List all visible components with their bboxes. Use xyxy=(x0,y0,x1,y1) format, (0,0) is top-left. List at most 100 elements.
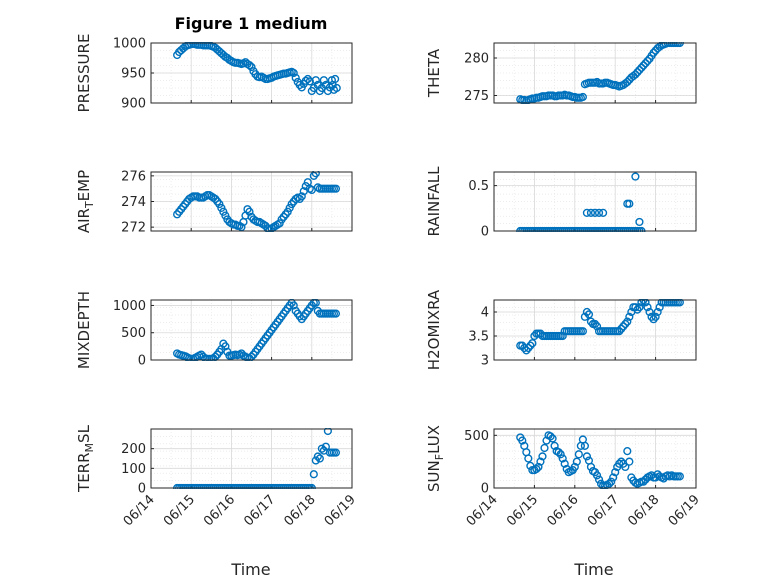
data-point xyxy=(522,346,531,355)
data-point xyxy=(639,61,648,70)
data-point xyxy=(534,462,543,472)
figure-title: Figure 1 medium xyxy=(175,14,328,33)
data-point xyxy=(331,448,341,457)
data-point xyxy=(635,65,644,75)
data-point xyxy=(311,456,320,465)
axes-border xyxy=(493,428,697,489)
data-point xyxy=(524,343,533,353)
subplot-mixdepth: 0 500 1000 MIXDEPTH xyxy=(75,291,353,369)
y-tick-label: 274 xyxy=(121,195,146,210)
data-point xyxy=(518,436,527,445)
y-axis-label: PRESSURE xyxy=(75,34,93,113)
data-point xyxy=(245,207,254,216)
data-point xyxy=(558,331,567,341)
series-markers xyxy=(516,299,684,355)
y-axis-label: THETA xyxy=(425,48,443,98)
data-point xyxy=(526,341,535,350)
axes-border xyxy=(150,299,353,361)
series-markers xyxy=(173,171,341,232)
x-tick-label: 06/18 xyxy=(282,492,319,529)
axes-border xyxy=(150,171,353,232)
data-point xyxy=(185,354,194,361)
data-point xyxy=(309,470,318,479)
data-point xyxy=(590,208,600,217)
data-point xyxy=(556,450,565,459)
data-point xyxy=(582,307,592,317)
data-point xyxy=(331,309,341,318)
y-tick-label: 280 xyxy=(464,52,489,67)
x-tick-label: 06/15 xyxy=(504,492,541,529)
data-point xyxy=(301,76,310,85)
data-point xyxy=(540,443,549,453)
data-point xyxy=(643,303,652,312)
data-point xyxy=(554,448,563,457)
y-axis-label: RAINFALL xyxy=(425,166,443,237)
y-tick-label: 4 xyxy=(481,306,489,321)
data-point xyxy=(592,322,602,331)
data-point xyxy=(649,315,658,324)
data-point xyxy=(546,432,555,441)
data-point xyxy=(647,312,656,321)
data-point xyxy=(291,73,300,82)
data-point xyxy=(560,459,569,468)
x-tick-label: 06/16 xyxy=(545,492,582,529)
data-point xyxy=(570,462,579,472)
data-point xyxy=(675,299,684,307)
data-point xyxy=(526,461,535,470)
data-point xyxy=(643,56,652,66)
y-tick-label: 200 xyxy=(121,442,146,457)
data-point xyxy=(621,462,630,472)
data-point xyxy=(311,171,320,178)
data-point xyxy=(611,468,620,477)
x-tick-label: 06/14 xyxy=(121,492,158,529)
data-point xyxy=(331,74,340,84)
data-point xyxy=(319,76,328,85)
data-point xyxy=(295,80,304,90)
data-point xyxy=(641,59,650,68)
y-tick-label: 272 xyxy=(121,221,146,236)
data-point xyxy=(635,303,644,312)
data-point xyxy=(580,312,590,321)
data-point xyxy=(548,434,557,443)
x-tick-label: 06/14 xyxy=(464,492,501,529)
data-point xyxy=(637,63,646,72)
subplot-theta: 275 280 THETA xyxy=(425,42,697,104)
y-tick-label: 100 xyxy=(121,462,146,477)
data-point xyxy=(631,303,640,312)
data-point xyxy=(637,299,646,307)
y-tick-label: 0.5 xyxy=(468,179,489,194)
data-point xyxy=(524,454,533,463)
y-axis-label: MIXDEPTH xyxy=(75,291,93,369)
data-point xyxy=(615,459,624,468)
y-tick-label: 950 xyxy=(121,67,146,82)
y-tick-label: 1000 xyxy=(113,299,146,314)
data-point xyxy=(592,471,602,480)
data-point xyxy=(580,441,590,450)
data-point xyxy=(631,172,640,181)
x-tick-label: 06/18 xyxy=(625,492,662,529)
data-point xyxy=(317,444,326,453)
data-point xyxy=(641,299,650,307)
data-point xyxy=(609,473,618,482)
data-point xyxy=(572,457,581,466)
data-point xyxy=(625,457,634,466)
data-point xyxy=(321,442,330,451)
y-tick-label: 900 xyxy=(121,97,146,112)
data-point xyxy=(645,307,654,317)
data-point xyxy=(605,479,614,488)
data-point xyxy=(621,319,630,329)
data-point xyxy=(653,307,662,317)
axes-border xyxy=(493,171,697,232)
data-point xyxy=(615,327,624,336)
axes-border xyxy=(150,428,353,489)
y-axis-label: AIRTEMP xyxy=(75,170,96,233)
subplot-sun_flux: 0 500 SUNFLUX 06/14 06/15 06/16 06/17 06/18 06/1… xyxy=(425,425,703,529)
y-tick-label: 500 xyxy=(464,429,489,444)
data-point xyxy=(574,450,583,459)
y-tick-label: 276 xyxy=(121,169,146,184)
data-point xyxy=(623,77,632,87)
data-point xyxy=(607,477,616,486)
data-point xyxy=(313,452,322,461)
